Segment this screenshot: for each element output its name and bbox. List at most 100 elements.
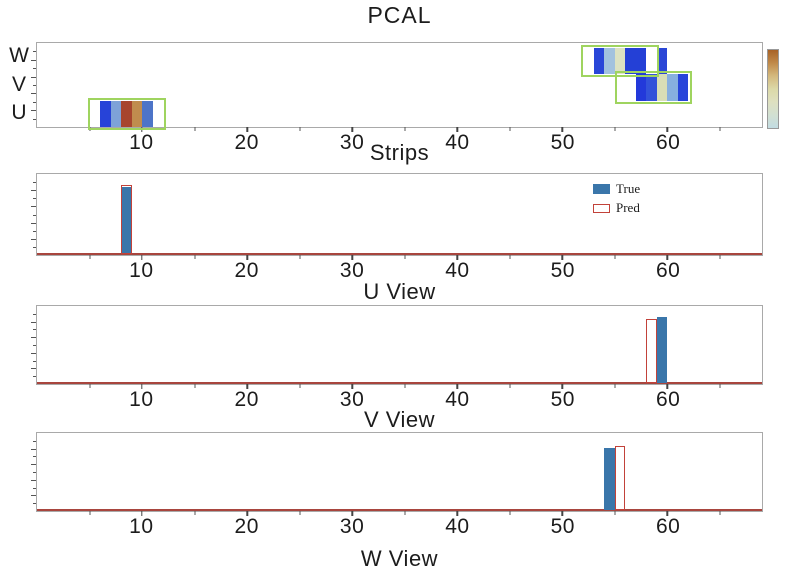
y-tick [32, 246, 36, 248]
true-bar [121, 187, 132, 254]
x-minor-tick [89, 255, 91, 259]
legend-true-label: True [616, 181, 641, 196]
x-minor-tick [509, 384, 511, 388]
row-label-u: U [11, 101, 27, 124]
y-tick [32, 503, 36, 505]
x-minor-tick [194, 127, 196, 131]
y-tick [30, 495, 36, 497]
x-tick-label: 10 [129, 259, 154, 282]
y-tick [30, 110, 36, 112]
legend-true-swatch [593, 184, 610, 194]
y-tick [30, 464, 36, 466]
y-tick [32, 198, 36, 200]
y-tick [32, 101, 36, 103]
x-tick [456, 127, 458, 132]
x-tick-label: 20 [234, 515, 259, 538]
x-tick-label: 10 [129, 515, 154, 538]
y-tick [32, 182, 36, 184]
x-tick [246, 127, 248, 132]
x-tick [666, 384, 669, 389]
x-minor-tick [404, 255, 406, 259]
strip-cell [142, 100, 153, 127]
y-tick [30, 479, 36, 481]
pred-bar [614, 446, 626, 510]
highlight-box [88, 97, 167, 130]
y-tick [32, 376, 36, 378]
y-tick [30, 76, 36, 78]
strip-cell [646, 74, 657, 101]
x-minor-tick [614, 511, 616, 515]
y-tick [30, 59, 36, 61]
x-minor-tick [89, 384, 91, 388]
x-minor-tick [299, 511, 301, 515]
y-tick [30, 222, 36, 224]
x-minor-tick [194, 255, 196, 259]
y-tick [30, 190, 36, 192]
y-tick [32, 68, 36, 70]
strip-cell [677, 74, 689, 101]
y-tick [32, 313, 36, 315]
strip-cell [131, 100, 143, 127]
pred-baseline [37, 253, 762, 255]
x-minor-tick [299, 384, 301, 388]
x-minor-tick [404, 384, 406, 388]
x-tick [351, 127, 353, 132]
x-tick [351, 511, 353, 516]
x-tick [141, 511, 143, 516]
figure-title: PCAL [367, 2, 432, 28]
row-label-v: V [11, 73, 26, 96]
strip-cell [614, 48, 626, 75]
y-tick [30, 368, 36, 370]
w-view-panel [30, 432, 763, 516]
legend-pred-label: Pred [616, 200, 640, 215]
strip-cell [667, 74, 678, 101]
x-tick [351, 384, 353, 389]
x-tick-label: 60 [655, 515, 681, 538]
x-minor-tick [509, 255, 511, 259]
x-tick-label: 50 [550, 131, 575, 154]
y-tick [30, 352, 36, 354]
x-minor-tick [194, 511, 196, 515]
x-tick [246, 511, 248, 516]
x-minor-tick [719, 127, 721, 131]
true-bar [656, 316, 668, 383]
x-tick [246, 255, 248, 260]
y-tick [32, 85, 36, 87]
x-tick-label: 30 [339, 131, 365, 154]
legend-row-true: True [593, 181, 640, 197]
strip-cell [635, 74, 647, 101]
x-minor-tick [404, 511, 406, 515]
x-tick-label: 40 [445, 131, 470, 154]
x-tick [561, 255, 564, 260]
x-tick [561, 127, 564, 132]
strips-axis-label: Strips [369, 140, 430, 165]
y-tick [32, 329, 36, 331]
u-view-panel: True Pred [30, 173, 763, 260]
x-minor-tick [719, 511, 721, 515]
row-label-w: W [9, 44, 29, 67]
y-tick [32, 214, 36, 216]
x-minor-tick [299, 255, 301, 259]
strip-cell [656, 74, 668, 101]
x-tick-label: 20 [234, 131, 259, 154]
x-tick [351, 255, 353, 260]
strip-cell [604, 48, 615, 75]
highlight-box [614, 71, 692, 104]
colorbar [767, 49, 779, 129]
strip-cell [625, 48, 647, 75]
x-tick-label: 30 [339, 388, 365, 411]
strip-cell [656, 48, 668, 75]
v-view-panel [30, 305, 763, 389]
x-minor-tick [614, 127, 616, 131]
strip-cell [110, 100, 122, 127]
strip-cell [100, 100, 111, 127]
x-tick [456, 255, 458, 260]
legend: True Pred [593, 181, 640, 219]
y-tick [32, 118, 36, 120]
x-minor-tick [509, 127, 511, 131]
x-tick-label: 30 [339, 259, 365, 282]
x-tick [561, 384, 564, 389]
pred-baseline [37, 509, 762, 511]
x-tick-label: 50 [550, 515, 575, 538]
